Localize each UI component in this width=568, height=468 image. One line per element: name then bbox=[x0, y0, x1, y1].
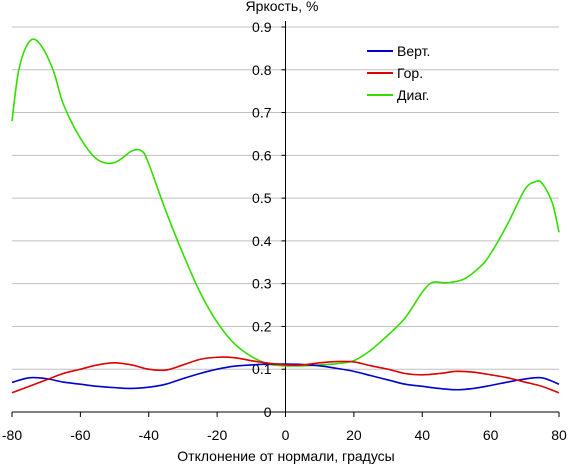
y-tick-label: 0.3 bbox=[252, 276, 272, 292]
legend-label-diag: Диаг. bbox=[397, 87, 429, 103]
series-line-vert bbox=[11, 363, 560, 391]
x-tick-label: -40 bbox=[139, 427, 159, 443]
legend-label-vert: Верт. bbox=[397, 43, 430, 59]
series-lines bbox=[11, 38, 560, 394]
x-tick-label: -80 bbox=[2, 427, 22, 443]
legend: Верт. Гор. Диаг. bbox=[367, 43, 430, 103]
y-tick-label: 0.4 bbox=[252, 233, 272, 249]
y-tick-label: 0.2 bbox=[252, 318, 272, 334]
y-tick-label: 0.9 bbox=[252, 19, 272, 35]
y-tick-label: 0.7 bbox=[252, 105, 272, 121]
y-tick-label: 0 bbox=[264, 404, 272, 420]
x-tick-label: 60 bbox=[483, 427, 499, 443]
x-tick-label: 80 bbox=[551, 427, 567, 443]
y-tick-label: 0.6 bbox=[252, 147, 272, 163]
y-tick-label: 0.5 bbox=[252, 190, 272, 206]
x-tick-labels: -80 -60 -40 -20 0 20 40 60 80 bbox=[2, 412, 567, 443]
x-tick-label: 40 bbox=[414, 427, 430, 443]
x-tick-label: -20 bbox=[207, 427, 227, 443]
series-line-hor bbox=[11, 356, 560, 394]
x-tick-label: -60 bbox=[70, 427, 90, 443]
y-axis-title: Яркость, % bbox=[246, 0, 319, 14]
y-tick-label: 0.8 bbox=[252, 62, 272, 78]
x-tick-label: 20 bbox=[346, 427, 362, 443]
legend-label-hor: Гор. bbox=[397, 65, 423, 81]
x-tick-label: 0 bbox=[282, 427, 290, 443]
x-axis-title: Отклонение от нормали, градусы bbox=[177, 448, 394, 464]
axes bbox=[12, 21, 559, 413]
series-line-diag bbox=[11, 38, 560, 367]
